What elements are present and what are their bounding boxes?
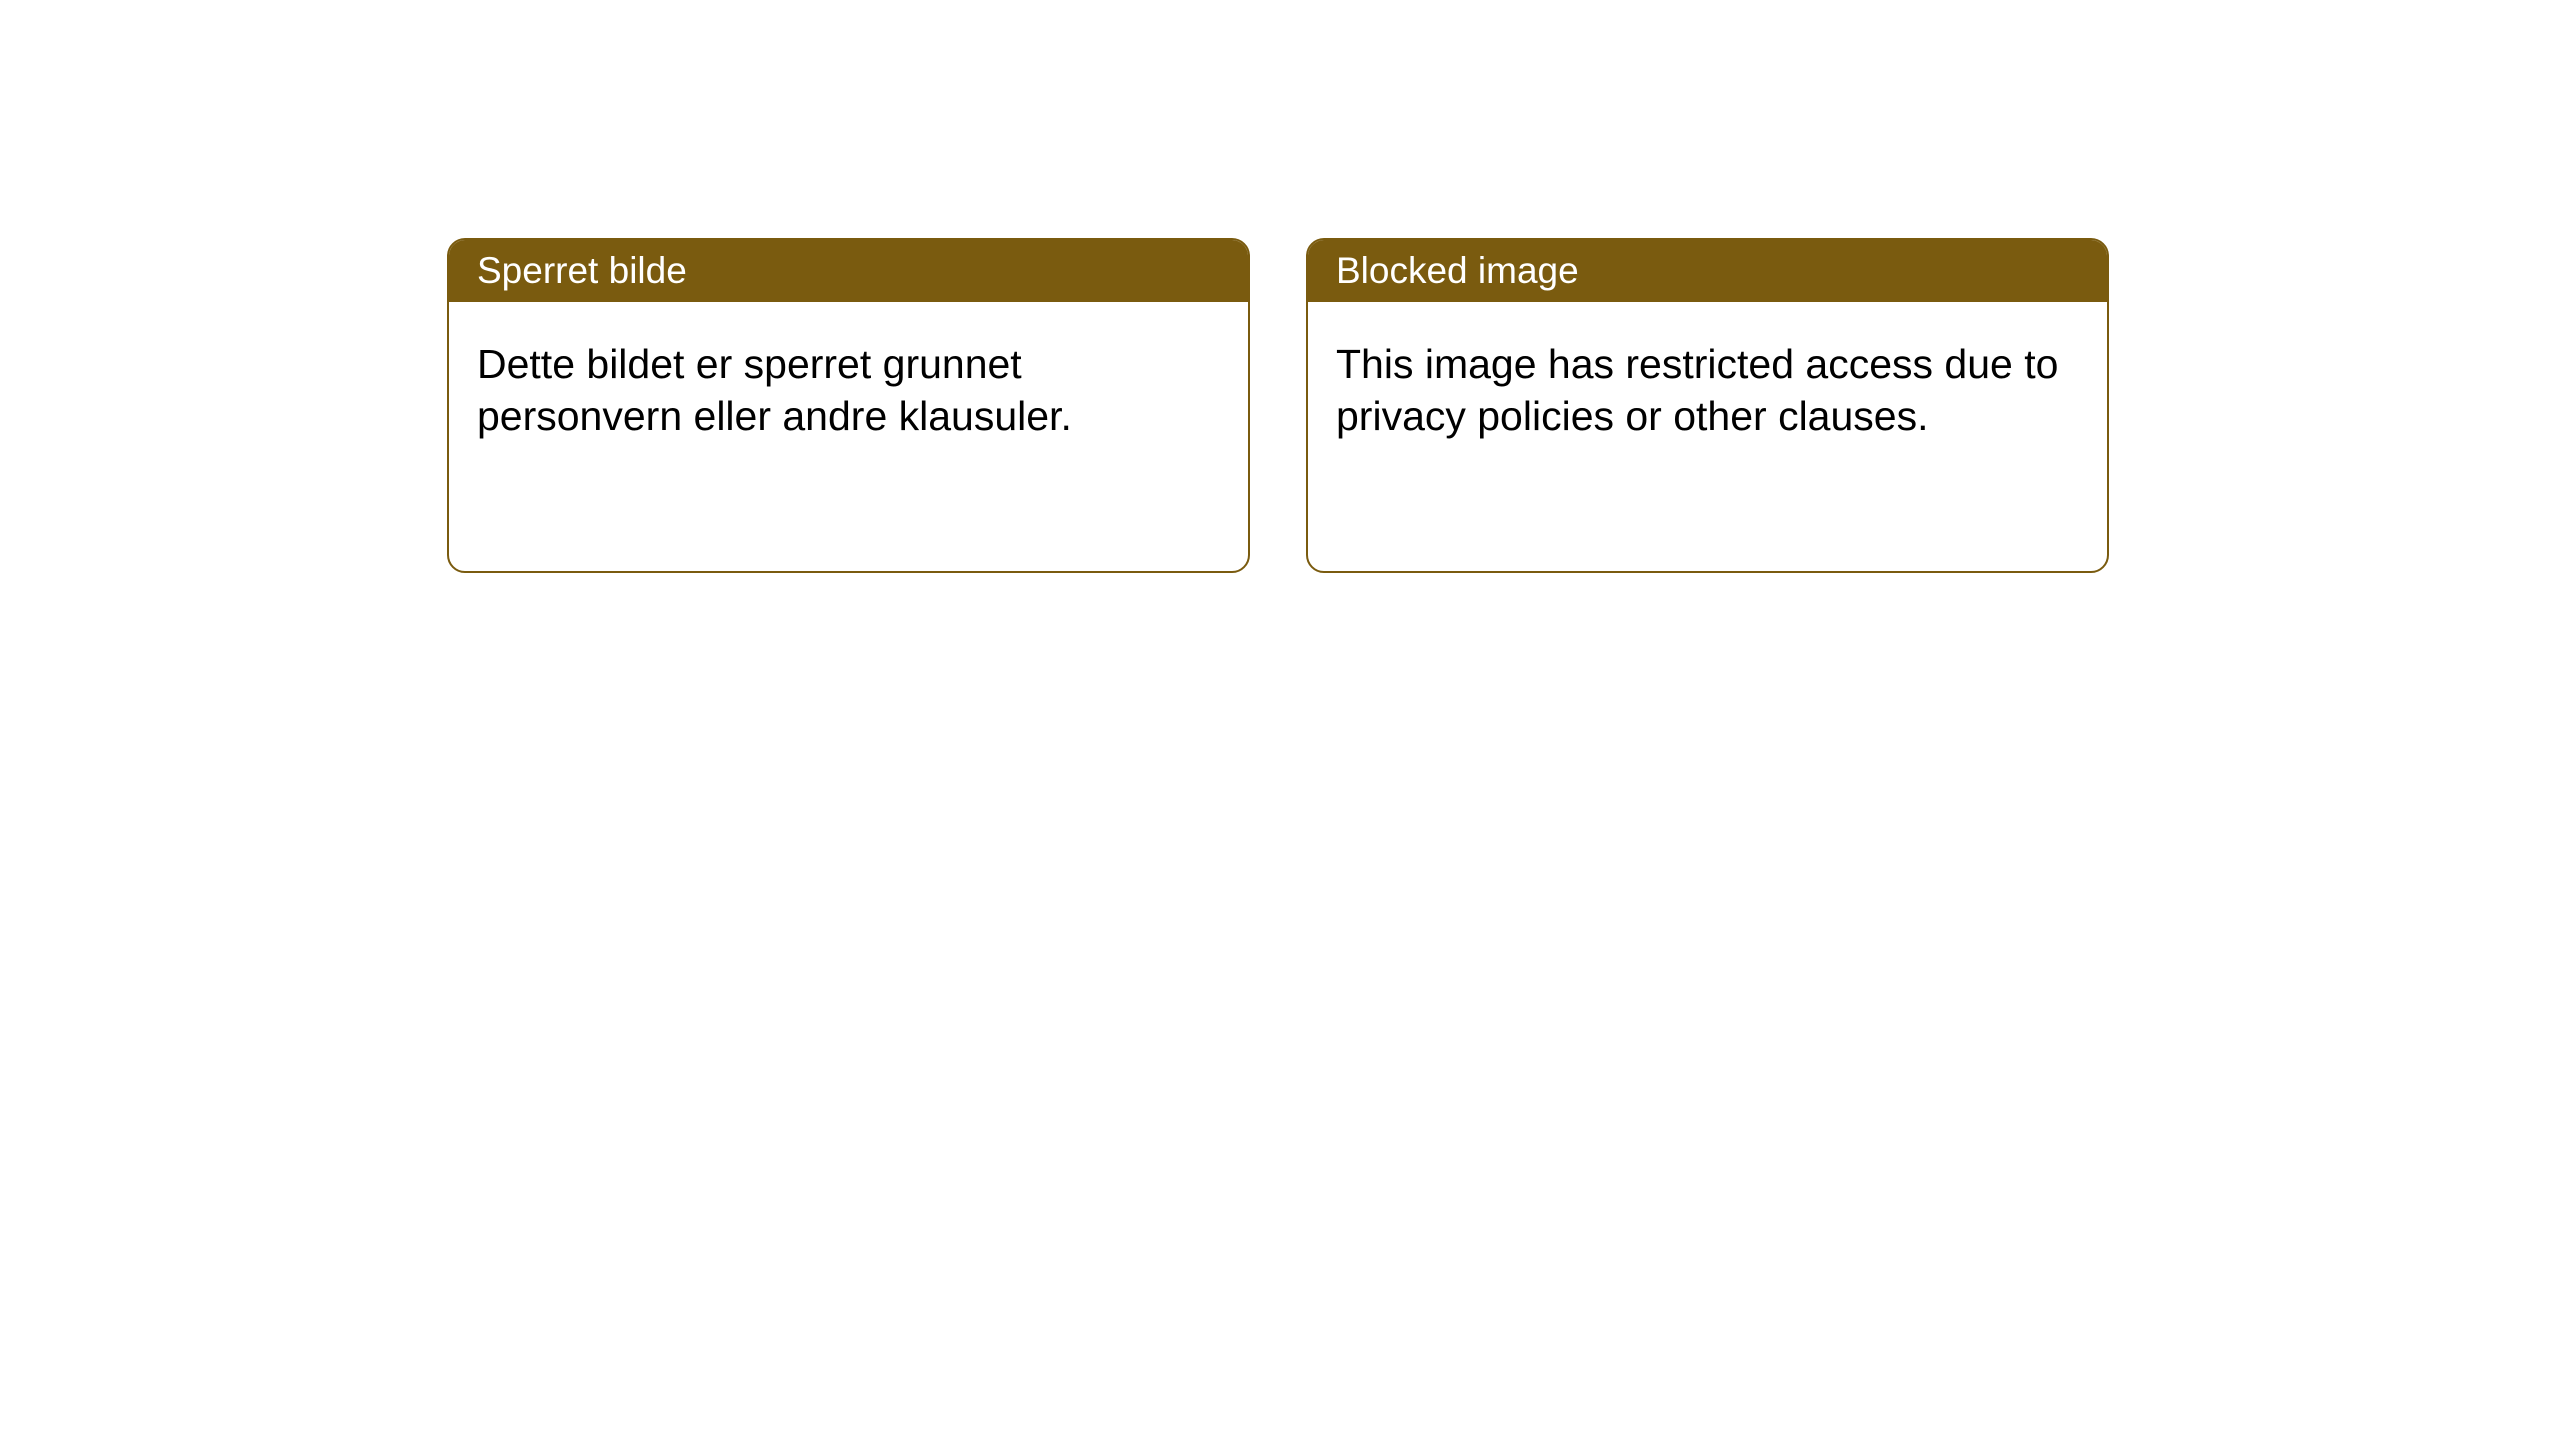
card-row: Sperret bilde Dette bildet er sperret gr… [447, 238, 2109, 573]
card-norwegian: Sperret bilde Dette bildet er sperret gr… [447, 238, 1250, 573]
card-body: This image has restricted access due to … [1308, 302, 2107, 571]
card-header: Sperret bilde [449, 240, 1248, 302]
card-english: Blocked image This image has restricted … [1306, 238, 2109, 573]
card-header: Blocked image [1308, 240, 2107, 302]
card-title: Sperret bilde [477, 250, 687, 292]
page: Sperret bilde Dette bildet er sperret gr… [0, 0, 2560, 1440]
card-title: Blocked image [1336, 250, 1579, 292]
card-message: Dette bildet er sperret grunnet personve… [477, 341, 1072, 439]
card-message: This image has restricted access due to … [1336, 341, 2058, 439]
card-body: Dette bildet er sperret grunnet personve… [449, 302, 1248, 571]
